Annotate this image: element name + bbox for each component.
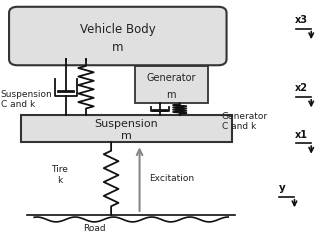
Text: Generator: Generator [146, 73, 196, 83]
Text: m: m [121, 131, 132, 141]
FancyBboxPatch shape [9, 7, 226, 65]
Bar [134, 66, 208, 103]
Text: m: m [167, 90, 176, 100]
Text: Suspension
C and k: Suspension C and k [1, 90, 52, 109]
Text: x3: x3 [295, 15, 308, 25]
Text: Generator
C and k: Generator C and k [221, 111, 268, 131]
Bar [21, 115, 232, 142]
Text: m: m [112, 41, 124, 54]
Text: Excitation: Excitation [150, 174, 195, 183]
Text: Tire
k: Tire k [51, 165, 68, 184]
Text: Vehicle Body: Vehicle Body [80, 23, 156, 36]
Text: x1: x1 [295, 130, 308, 140]
Text: Suspension: Suspension [94, 119, 158, 129]
Text: y: y [279, 183, 285, 193]
Text: Road: Road [83, 224, 106, 233]
Text: x2: x2 [295, 83, 308, 93]
